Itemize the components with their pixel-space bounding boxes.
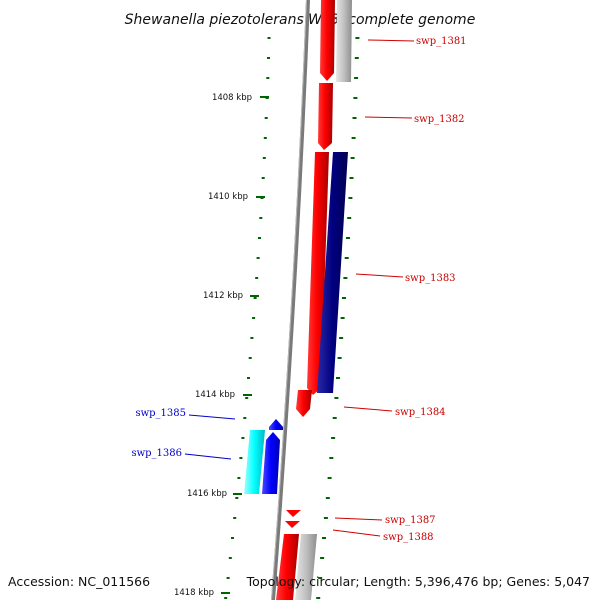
ruler-label: 1416 kbp xyxy=(187,489,227,499)
ruler-tick: 1408 kbp xyxy=(212,93,269,103)
gene-label-swp_1384[interactable]: swp_1384 xyxy=(395,407,446,418)
gene-swp_1381[interactable] xyxy=(320,0,335,81)
gene-label-swp_1382[interactable]: swp_1382 xyxy=(414,114,465,125)
gene-labels: swp_1381 swp_1382 swp_1383 swp_1384 swp_… xyxy=(131,36,466,543)
gene-swp_1386[interactable] xyxy=(262,432,280,494)
gene-label-swp_1387[interactable]: swp_1387 xyxy=(385,515,436,526)
gene-swp_1382[interactable] xyxy=(318,83,333,150)
forward-strand-genes xyxy=(276,0,335,600)
gene-swp_1388[interactable] xyxy=(285,521,300,528)
gene-swp_1383[interactable] xyxy=(307,152,329,395)
genome-summary: Topology: circular; Length: 5,396,476 bp… xyxy=(246,574,590,589)
ruler-tick: 1416 kbp xyxy=(187,489,242,499)
gene-label-swp_1385[interactable]: swp_1385 xyxy=(135,408,186,419)
gene-gray-top xyxy=(336,0,352,82)
ruler-label: 1408 kbp xyxy=(212,93,252,103)
genome-backbone xyxy=(271,0,310,600)
ruler-tick: 1412 kbp xyxy=(203,291,259,301)
ruler-label: 1418 kbp xyxy=(174,588,214,598)
ruler-label: 1412 kbp xyxy=(203,291,243,301)
pseudo-genes xyxy=(295,0,352,600)
ruler-tick: 1414 kbp xyxy=(195,390,252,400)
inner-tick-ring xyxy=(316,37,360,599)
gene-swp_1388-body xyxy=(276,534,299,600)
gene-swp_1384[interactable] xyxy=(296,390,312,417)
gene-swp_1385[interactable] xyxy=(269,419,283,430)
gene-reverse-navy[interactable] xyxy=(317,152,348,393)
ruler-tick: 1410 kbp xyxy=(208,192,265,202)
gene-label-swp_1388[interactable]: swp_1388 xyxy=(383,532,434,543)
ruler-label: 1414 kbp xyxy=(195,390,235,400)
gene-label-swp_1383[interactable]: swp_1383 xyxy=(405,273,456,284)
gene-reverse-cyan[interactable] xyxy=(244,430,265,494)
accession-label: Accession: NC_011566 xyxy=(8,574,150,589)
diagram-title: Shewanella piezotolerans WP3, complete g… xyxy=(125,12,476,28)
ruler-tick: 1418 kbp xyxy=(174,588,230,598)
ruler-label: 1410 kbp xyxy=(208,192,248,202)
ruler: 1408 kbp 1410 kbp 1412 kbp 1414 kbp 1416… xyxy=(174,93,269,598)
gene-gray-bottom xyxy=(295,534,317,600)
outer-tick-ring xyxy=(224,37,271,599)
gene-swp_1387[interactable] xyxy=(286,510,301,517)
reverse-strand-genes xyxy=(244,152,348,494)
gene-label-swp_1381[interactable]: swp_1381 xyxy=(416,36,467,47)
gene-label-swp_1386[interactable]: swp_1386 xyxy=(131,448,182,459)
